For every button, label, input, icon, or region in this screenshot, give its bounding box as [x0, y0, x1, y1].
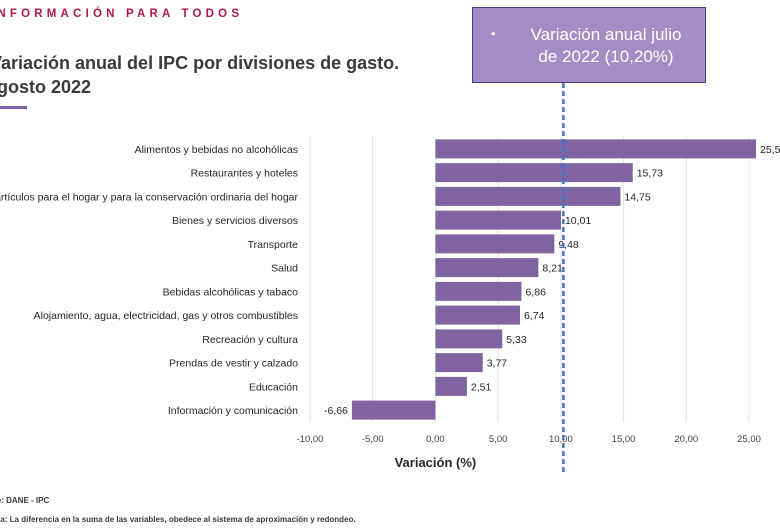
data-label: 3,77	[487, 358, 508, 370]
rounding-note: Nota: La diferencia en la suma de las va…	[0, 515, 356, 524]
category-label: Alojamiento, agua, electricidad, gas y o…	[34, 310, 298, 322]
bar	[435, 210, 561, 230]
x-tick-label: 25,00	[737, 434, 761, 445]
title-underline	[0, 106, 27, 109]
bar	[435, 353, 483, 373]
chart-title-line2: Agosto 2022	[0, 77, 92, 97]
category-label: Información y comunicación	[168, 405, 298, 417]
eyebrow-text: INFORMACIÓN PARA TODOS	[0, 8, 244, 20]
data-label: 10,01	[565, 215, 591, 227]
x-tick-label: 15,00	[612, 434, 636, 445]
reference-callout: • Variación anual julio de 2022 (10,20%)	[472, 7, 706, 83]
x-tick-label: 0,00	[426, 434, 445, 445]
category-label: Prendas de vestir y calzado	[169, 358, 298, 370]
data-label: 2,51	[471, 381, 492, 393]
data-label: -6,66	[324, 405, 348, 417]
bar	[435, 281, 522, 301]
x-tick-label: 20,00	[674, 434, 698, 445]
data-label: 6,74	[524, 310, 545, 322]
category-label: Alimentos y bebidas no alcohólicas	[135, 144, 298, 156]
chart-title-line1: Variación anual del IPC por divisiones d…	[0, 53, 400, 73]
x-tick-label: -5,00	[362, 434, 384, 445]
category-label: Muebles, artículos para el hogar y para …	[0, 191, 298, 203]
x-tick-label: 10,00	[549, 434, 573, 445]
bar	[435, 234, 555, 254]
source-note: Fuente: DANE - IPC	[0, 496, 50, 505]
category-label: Recreación y cultura	[202, 334, 298, 346]
bar	[435, 305, 520, 325]
category-label: Bienes y servicios diversos	[172, 215, 298, 227]
callout-text: Variación anual julio de 2022 (10,20%)	[530, 25, 682, 66]
data-label: 9,48	[558, 239, 579, 251]
category-label: Transporte	[248, 239, 299, 251]
bullet-icon: •	[491, 26, 496, 41]
data-label: 25,56	[760, 144, 780, 156]
value-labels: 25,56 15,73 14,75 10,01 9,48 8,21 6,86 6,74 5,33…	[324, 144, 780, 417]
category-labels: Alimentos y bebidas no alcohólicas Restau…	[0, 144, 298, 417]
x-tick-labels: -10,00 -5,00 0,00 5,00 10,00 15,00 20,00 25,00	[297, 434, 761, 445]
data-label: 8,21	[542, 263, 563, 275]
category-label: Educación	[249, 381, 298, 393]
data-label: 15,73	[637, 168, 663, 180]
x-axis-label: Variación (%)	[395, 455, 477, 470]
data-label: 14,75	[624, 191, 650, 203]
bars	[351, 139, 757, 420]
bar	[435, 329, 503, 349]
x-tick-label: -10,00	[297, 434, 324, 445]
bar	[435, 139, 757, 159]
bar	[435, 163, 633, 183]
bar	[351, 400, 436, 420]
gridlines	[309, 137, 750, 422]
bar	[435, 376, 467, 396]
x-tick-label: 5,00	[489, 434, 508, 445]
category-label: Restaurantes y hoteles	[191, 168, 298, 180]
category-label: Salud	[271, 263, 298, 275]
data-label: 6,86	[525, 286, 546, 298]
bar	[435, 258, 539, 278]
bar	[435, 186, 621, 206]
data-label: 5,33	[506, 334, 527, 346]
category-label: Bebidas alcohólicas y tabaco	[163, 286, 299, 298]
